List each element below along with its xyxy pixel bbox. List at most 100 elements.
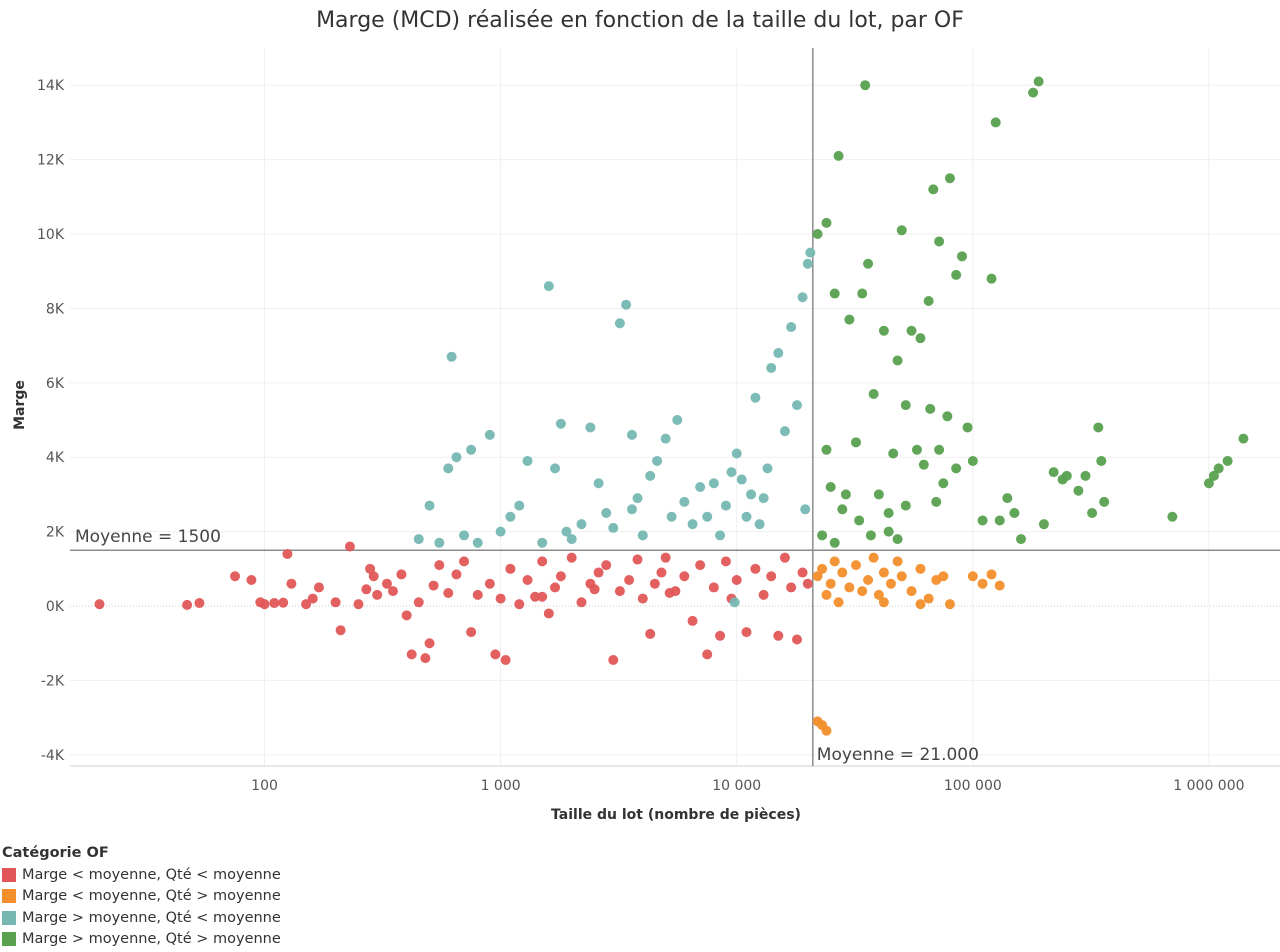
data-point	[585, 422, 596, 433]
data-point	[576, 519, 587, 530]
data-point	[555, 571, 566, 582]
data-point	[833, 150, 844, 161]
y-axis-title: Marge	[12, 380, 28, 430]
data-point	[854, 515, 865, 526]
data-point	[1057, 474, 1068, 485]
data-point	[451, 452, 462, 463]
data-point	[413, 534, 424, 545]
data-point	[906, 586, 917, 597]
data-point	[906, 325, 917, 336]
data-point	[495, 593, 506, 604]
data-point	[537, 591, 548, 602]
data-point	[1238, 433, 1249, 444]
data-point	[791, 634, 802, 645]
data-point	[672, 415, 683, 426]
data-point	[957, 251, 968, 262]
data-point	[708, 478, 719, 489]
data-point	[259, 599, 270, 610]
data-point	[729, 597, 740, 608]
data-point	[918, 459, 929, 470]
data-point	[344, 541, 355, 552]
legend-label: Marge < moyenne, Qté > moyenne	[22, 888, 281, 905]
data-point	[915, 599, 926, 610]
series-3	[812, 76, 1249, 548]
data-point	[779, 552, 790, 563]
data-point	[664, 588, 675, 599]
data-point	[649, 578, 660, 589]
data-point	[702, 649, 713, 660]
data-point	[608, 654, 619, 665]
x-tick-label: 1 000	[481, 778, 521, 794]
data-point	[821, 217, 832, 228]
x-tick-label: 100	[251, 778, 278, 794]
data-point	[766, 571, 777, 582]
data-point	[500, 654, 511, 665]
data-point	[660, 552, 671, 563]
data-point	[1213, 463, 1224, 474]
data-point	[330, 597, 341, 608]
data-point	[944, 599, 955, 610]
data-point	[797, 567, 808, 578]
data-point	[428, 580, 439, 591]
chart-title: Marge (MCD) réalisée en fonction de la t…	[316, 8, 964, 33]
data-point	[1033, 76, 1044, 87]
data-point	[715, 530, 726, 541]
data-point	[593, 567, 604, 578]
data-point	[621, 299, 632, 310]
data-point	[786, 322, 797, 333]
y-tick-label: 12K	[37, 153, 65, 169]
data-point	[934, 236, 945, 247]
data-point	[977, 515, 988, 526]
legend-item[interactable]: Marge > moyenne, Qté < moyenne	[2, 907, 281, 929]
data-point	[282, 548, 293, 559]
data-point	[466, 444, 477, 455]
data-point	[413, 597, 424, 608]
data-point	[805, 247, 816, 258]
data-point	[802, 578, 813, 589]
legend-item[interactable]: Marge > moyenne, Qté > moyenne	[2, 929, 281, 951]
y-tick-label: 2K	[46, 525, 65, 541]
data-point	[278, 597, 289, 608]
data-point	[962, 422, 973, 433]
data-point	[632, 554, 643, 565]
data-point	[459, 530, 470, 541]
y-tick-label: -2K	[41, 673, 65, 689]
data-point	[695, 560, 706, 571]
data-point	[466, 627, 477, 638]
legend-item[interactable]: Marge < moyenne, Qté > moyenne	[2, 886, 281, 908]
data-point	[335, 625, 346, 636]
data-point	[495, 526, 506, 537]
legend-swatch	[2, 867, 16, 882]
data-point	[472, 589, 483, 600]
legend-title: Catégorie OF	[2, 845, 109, 861]
x-tick-label: 10 000	[712, 778, 761, 794]
data-point	[829, 537, 840, 548]
data-point	[451, 569, 462, 580]
data-point	[863, 258, 874, 269]
data-point	[915, 563, 926, 574]
data-point	[888, 448, 899, 459]
legend-item[interactable]: Marge < moyenne, Qté < moyenne	[2, 864, 281, 886]
data-point	[731, 574, 742, 585]
data-point	[825, 481, 836, 492]
data-point	[883, 508, 894, 519]
data-point	[1093, 422, 1104, 433]
data-point	[873, 489, 884, 500]
data-point	[726, 467, 737, 478]
data-point	[967, 571, 978, 582]
data-point	[194, 598, 205, 609]
data-point	[424, 638, 435, 649]
legend-swatch	[2, 889, 16, 904]
data-point	[878, 567, 889, 578]
data-point	[656, 567, 667, 578]
data-point	[741, 511, 752, 522]
x-tick-label: 1 000 000	[1173, 778, 1244, 794]
data-point	[695, 481, 706, 492]
data-point	[915, 333, 926, 344]
data-point	[934, 444, 945, 455]
data-point	[1073, 485, 1084, 496]
x-axis-title: Taille du lot (nombre de pièces)	[551, 807, 801, 823]
data-point	[873, 589, 884, 600]
data-point	[892, 355, 903, 366]
